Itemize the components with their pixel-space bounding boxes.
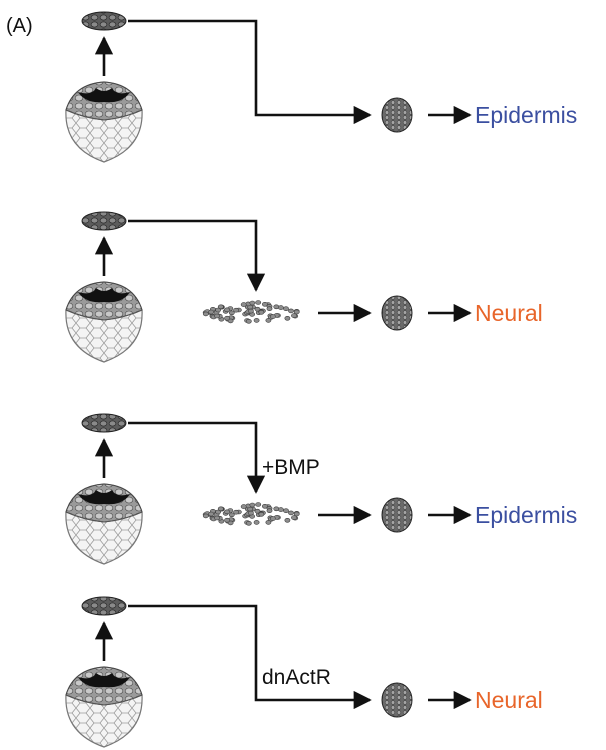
dissociation-arrow: [128, 421, 266, 494]
experiment-row-2: Neural: [65, 211, 543, 363]
experiment-row-3: Epidermis +BMP: [65, 413, 577, 565]
embryo-icon: [65, 81, 143, 163]
panel-label: (A): [6, 15, 33, 37]
culture-path-arrow: [128, 604, 372, 710]
animal-cap-explant: [81, 596, 127, 616]
embryo-icon: [65, 666, 143, 748]
animal-cap-explant: [81, 211, 127, 231]
outcome-label: Epidermis: [475, 502, 577, 528]
experiment-row-4: Neural dnActR: [65, 596, 543, 748]
reaggregate-icon: [381, 682, 413, 718]
reaggregate-icon: [381, 97, 413, 133]
animal-cap-explant: [81, 11, 127, 31]
outcome-label: Neural: [475, 300, 543, 326]
embryo-icon: [65, 281, 143, 363]
reaggregate-icon: [381, 295, 413, 331]
outcome-label: Epidermis: [475, 102, 577, 128]
treatment-label: +BMP: [262, 456, 320, 479]
dissociated-cells: [202, 300, 300, 324]
culture-path-arrow: [128, 19, 372, 125]
treatment-label: dnActR: [262, 666, 331, 689]
experiment-rows: Epidermis Neural Epidermis +BMP Neural dnActR: [65, 11, 577, 748]
outcome-label: Neural: [475, 687, 543, 713]
embryo-icon: [65, 483, 143, 565]
animal-cap-explant: [81, 413, 127, 433]
reaggregate-icon: [381, 497, 413, 533]
dissociation-arrow: [128, 219, 266, 292]
experiment-row-1: Epidermis: [65, 11, 577, 163]
dissociated-cells: [202, 502, 300, 526]
